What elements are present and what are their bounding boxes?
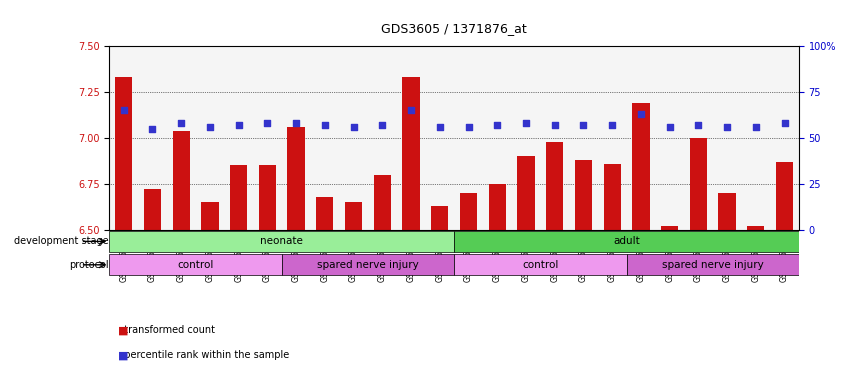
Bar (373, 175, 391, 384)
Point (749, 124, 763, 130)
FancyBboxPatch shape (627, 254, 799, 275)
Bar (316, 197, 333, 384)
Point (691, 122, 705, 128)
Bar (230, 166, 247, 384)
Text: percentile rank within the sample: percentile rank within the sample (118, 350, 289, 360)
Point (519, 120, 532, 126)
Point (405, 107, 418, 113)
Point (490, 122, 504, 128)
Bar (489, 184, 505, 384)
Bar (632, 103, 649, 384)
Point (606, 122, 619, 128)
Point (634, 111, 648, 117)
Bar (574, 160, 592, 384)
Bar (776, 162, 793, 384)
Bar (402, 77, 420, 384)
Point (433, 124, 447, 130)
Point (462, 124, 475, 130)
Point (204, 124, 217, 130)
Bar (517, 156, 535, 384)
Text: ■: ■ (118, 350, 128, 360)
Text: adult: adult (613, 237, 640, 247)
Bar (460, 193, 477, 384)
Bar (345, 202, 362, 384)
Point (548, 122, 562, 128)
Text: neonate: neonate (261, 237, 303, 247)
Text: GDS3605 / 1371876_at: GDS3605 / 1371876_at (381, 22, 527, 35)
Bar (747, 226, 764, 384)
Text: development stage: development stage (14, 237, 108, 247)
Point (261, 120, 274, 126)
FancyBboxPatch shape (282, 254, 454, 275)
Bar (288, 127, 304, 384)
Bar (201, 202, 219, 384)
Bar (172, 131, 190, 384)
Point (577, 122, 590, 128)
Point (376, 122, 389, 128)
Point (289, 120, 303, 126)
Point (232, 122, 246, 128)
Text: protocol: protocol (69, 260, 108, 270)
FancyBboxPatch shape (454, 254, 627, 275)
Bar (690, 138, 707, 384)
Text: spared nerve injury: spared nerve injury (317, 260, 419, 270)
Bar (661, 226, 678, 384)
FancyBboxPatch shape (454, 231, 799, 252)
Point (117, 107, 130, 113)
Text: spared nerve injury: spared nerve injury (662, 260, 764, 270)
Point (174, 120, 188, 126)
Bar (604, 164, 621, 384)
Bar (431, 206, 448, 384)
Point (778, 120, 791, 126)
Point (318, 122, 331, 128)
Text: ■: ■ (118, 325, 128, 335)
Bar (144, 189, 161, 384)
Bar (718, 193, 736, 384)
Bar (115, 77, 132, 384)
FancyBboxPatch shape (109, 254, 282, 275)
FancyBboxPatch shape (109, 231, 454, 252)
Text: transformed count: transformed count (118, 325, 214, 335)
Text: control: control (522, 260, 558, 270)
Point (721, 124, 734, 130)
Point (346, 124, 360, 130)
Point (145, 126, 159, 132)
Text: control: control (177, 260, 214, 270)
Bar (546, 142, 563, 384)
Bar (259, 166, 276, 384)
Point (663, 124, 676, 130)
